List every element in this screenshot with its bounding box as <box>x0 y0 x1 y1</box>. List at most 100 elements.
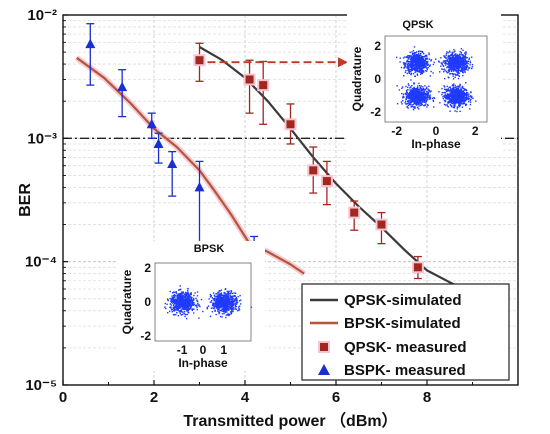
constellation-point <box>452 90 454 92</box>
constellation-point <box>214 310 216 312</box>
constellation-point <box>219 302 221 304</box>
constellation-point <box>187 291 189 294</box>
constellation-point <box>189 301 191 303</box>
constellation-point <box>175 291 177 293</box>
constellation-point <box>451 100 454 102</box>
constellation-point <box>180 301 183 303</box>
constellation-point <box>181 297 183 299</box>
constellation-point <box>232 308 234 311</box>
constellation-point <box>216 293 218 295</box>
constellation-point <box>223 307 225 309</box>
constellation-point <box>184 304 186 306</box>
constellation-point <box>175 292 178 294</box>
constellation-point <box>414 99 416 101</box>
constellation-point <box>461 86 464 88</box>
constellation-point <box>229 306 231 308</box>
constellation-point <box>443 55 445 57</box>
constellation-point <box>196 306 198 309</box>
constellation-point <box>188 307 190 310</box>
constellation-point <box>186 302 189 304</box>
constellation-point <box>457 77 460 80</box>
constellation-point <box>414 65 417 67</box>
constellation-point <box>426 97 429 99</box>
constellation-point <box>409 56 411 58</box>
constellation-point <box>175 314 177 316</box>
constellation-point <box>186 310 188 312</box>
constellation-point <box>189 303 192 305</box>
constellation-point <box>449 60 451 63</box>
constellation-point <box>191 298 193 301</box>
constellation-point <box>452 59 455 62</box>
constellation-point <box>170 301 173 304</box>
constellation-point <box>462 55 464 57</box>
constellation-point <box>446 66 449 68</box>
constellation-point <box>462 66 464 69</box>
constellation-point <box>448 77 450 79</box>
constellation-point <box>422 61 424 63</box>
constellation-point <box>427 61 429 63</box>
constellation-point <box>458 58 460 60</box>
constellation-point <box>419 91 421 94</box>
constellation-point <box>461 106 464 108</box>
constellation-point <box>413 46 416 48</box>
constellation-point <box>420 92 423 94</box>
constellation-point <box>408 61 410 63</box>
constellation-point <box>447 52 449 54</box>
constellation-point <box>454 93 456 95</box>
inset-x-label: In-phase <box>178 356 228 370</box>
constellation-point <box>445 56 447 59</box>
constellation-point <box>417 87 419 89</box>
constellation-point <box>455 68 457 70</box>
constellation-point <box>418 92 421 94</box>
constellation-point <box>196 304 198 306</box>
constellation-point <box>458 56 461 58</box>
constellation-point <box>232 298 234 301</box>
constellation-point <box>461 103 463 105</box>
constellation-point <box>416 94 418 96</box>
constellation-point <box>224 294 227 297</box>
constellation-point <box>461 100 463 102</box>
bpsk-simulated-line <box>76 56 305 275</box>
constellation-point <box>177 307 179 310</box>
constellation-point <box>172 307 174 309</box>
constellation-point <box>192 301 194 303</box>
constellation-point <box>228 302 230 304</box>
constellation-point <box>416 97 419 99</box>
constellation-point <box>167 312 169 314</box>
constellation-point <box>215 306 218 308</box>
constellation-point <box>234 298 237 301</box>
constellation-point <box>456 96 459 98</box>
constellation-point <box>467 69 469 71</box>
constellation-point <box>187 287 189 290</box>
constellation-point <box>446 105 449 107</box>
constellation-point <box>214 306 216 308</box>
constellation-point <box>225 306 228 308</box>
constellation-point <box>453 96 456 98</box>
constellation-point <box>465 52 467 54</box>
bpsk-measured-point <box>117 81 128 92</box>
constellation-point <box>227 291 229 293</box>
constellation-point <box>212 302 214 304</box>
constellation-point <box>415 101 418 104</box>
constellation-point <box>414 88 416 90</box>
constellation-point <box>439 102 441 104</box>
constellation-point <box>229 299 231 301</box>
constellation-point <box>451 95 453 97</box>
constellation-point <box>423 104 425 107</box>
constellation-point <box>198 317 200 319</box>
constellation-point <box>409 102 412 104</box>
constellation-point <box>424 65 426 67</box>
constellation-point <box>419 93 421 95</box>
constellation-point <box>455 74 457 76</box>
constellation-point <box>188 305 191 307</box>
constellation-point <box>460 102 462 104</box>
constellation-point <box>443 99 446 102</box>
inset-x-tick: 1 <box>221 343 228 357</box>
constellation-point <box>221 294 223 296</box>
constellation-point <box>409 91 411 94</box>
constellation-point <box>215 298 217 301</box>
constellation-point <box>459 99 461 102</box>
constellation-point <box>174 305 177 307</box>
constellation-point <box>190 292 192 294</box>
constellation-point <box>423 101 425 103</box>
